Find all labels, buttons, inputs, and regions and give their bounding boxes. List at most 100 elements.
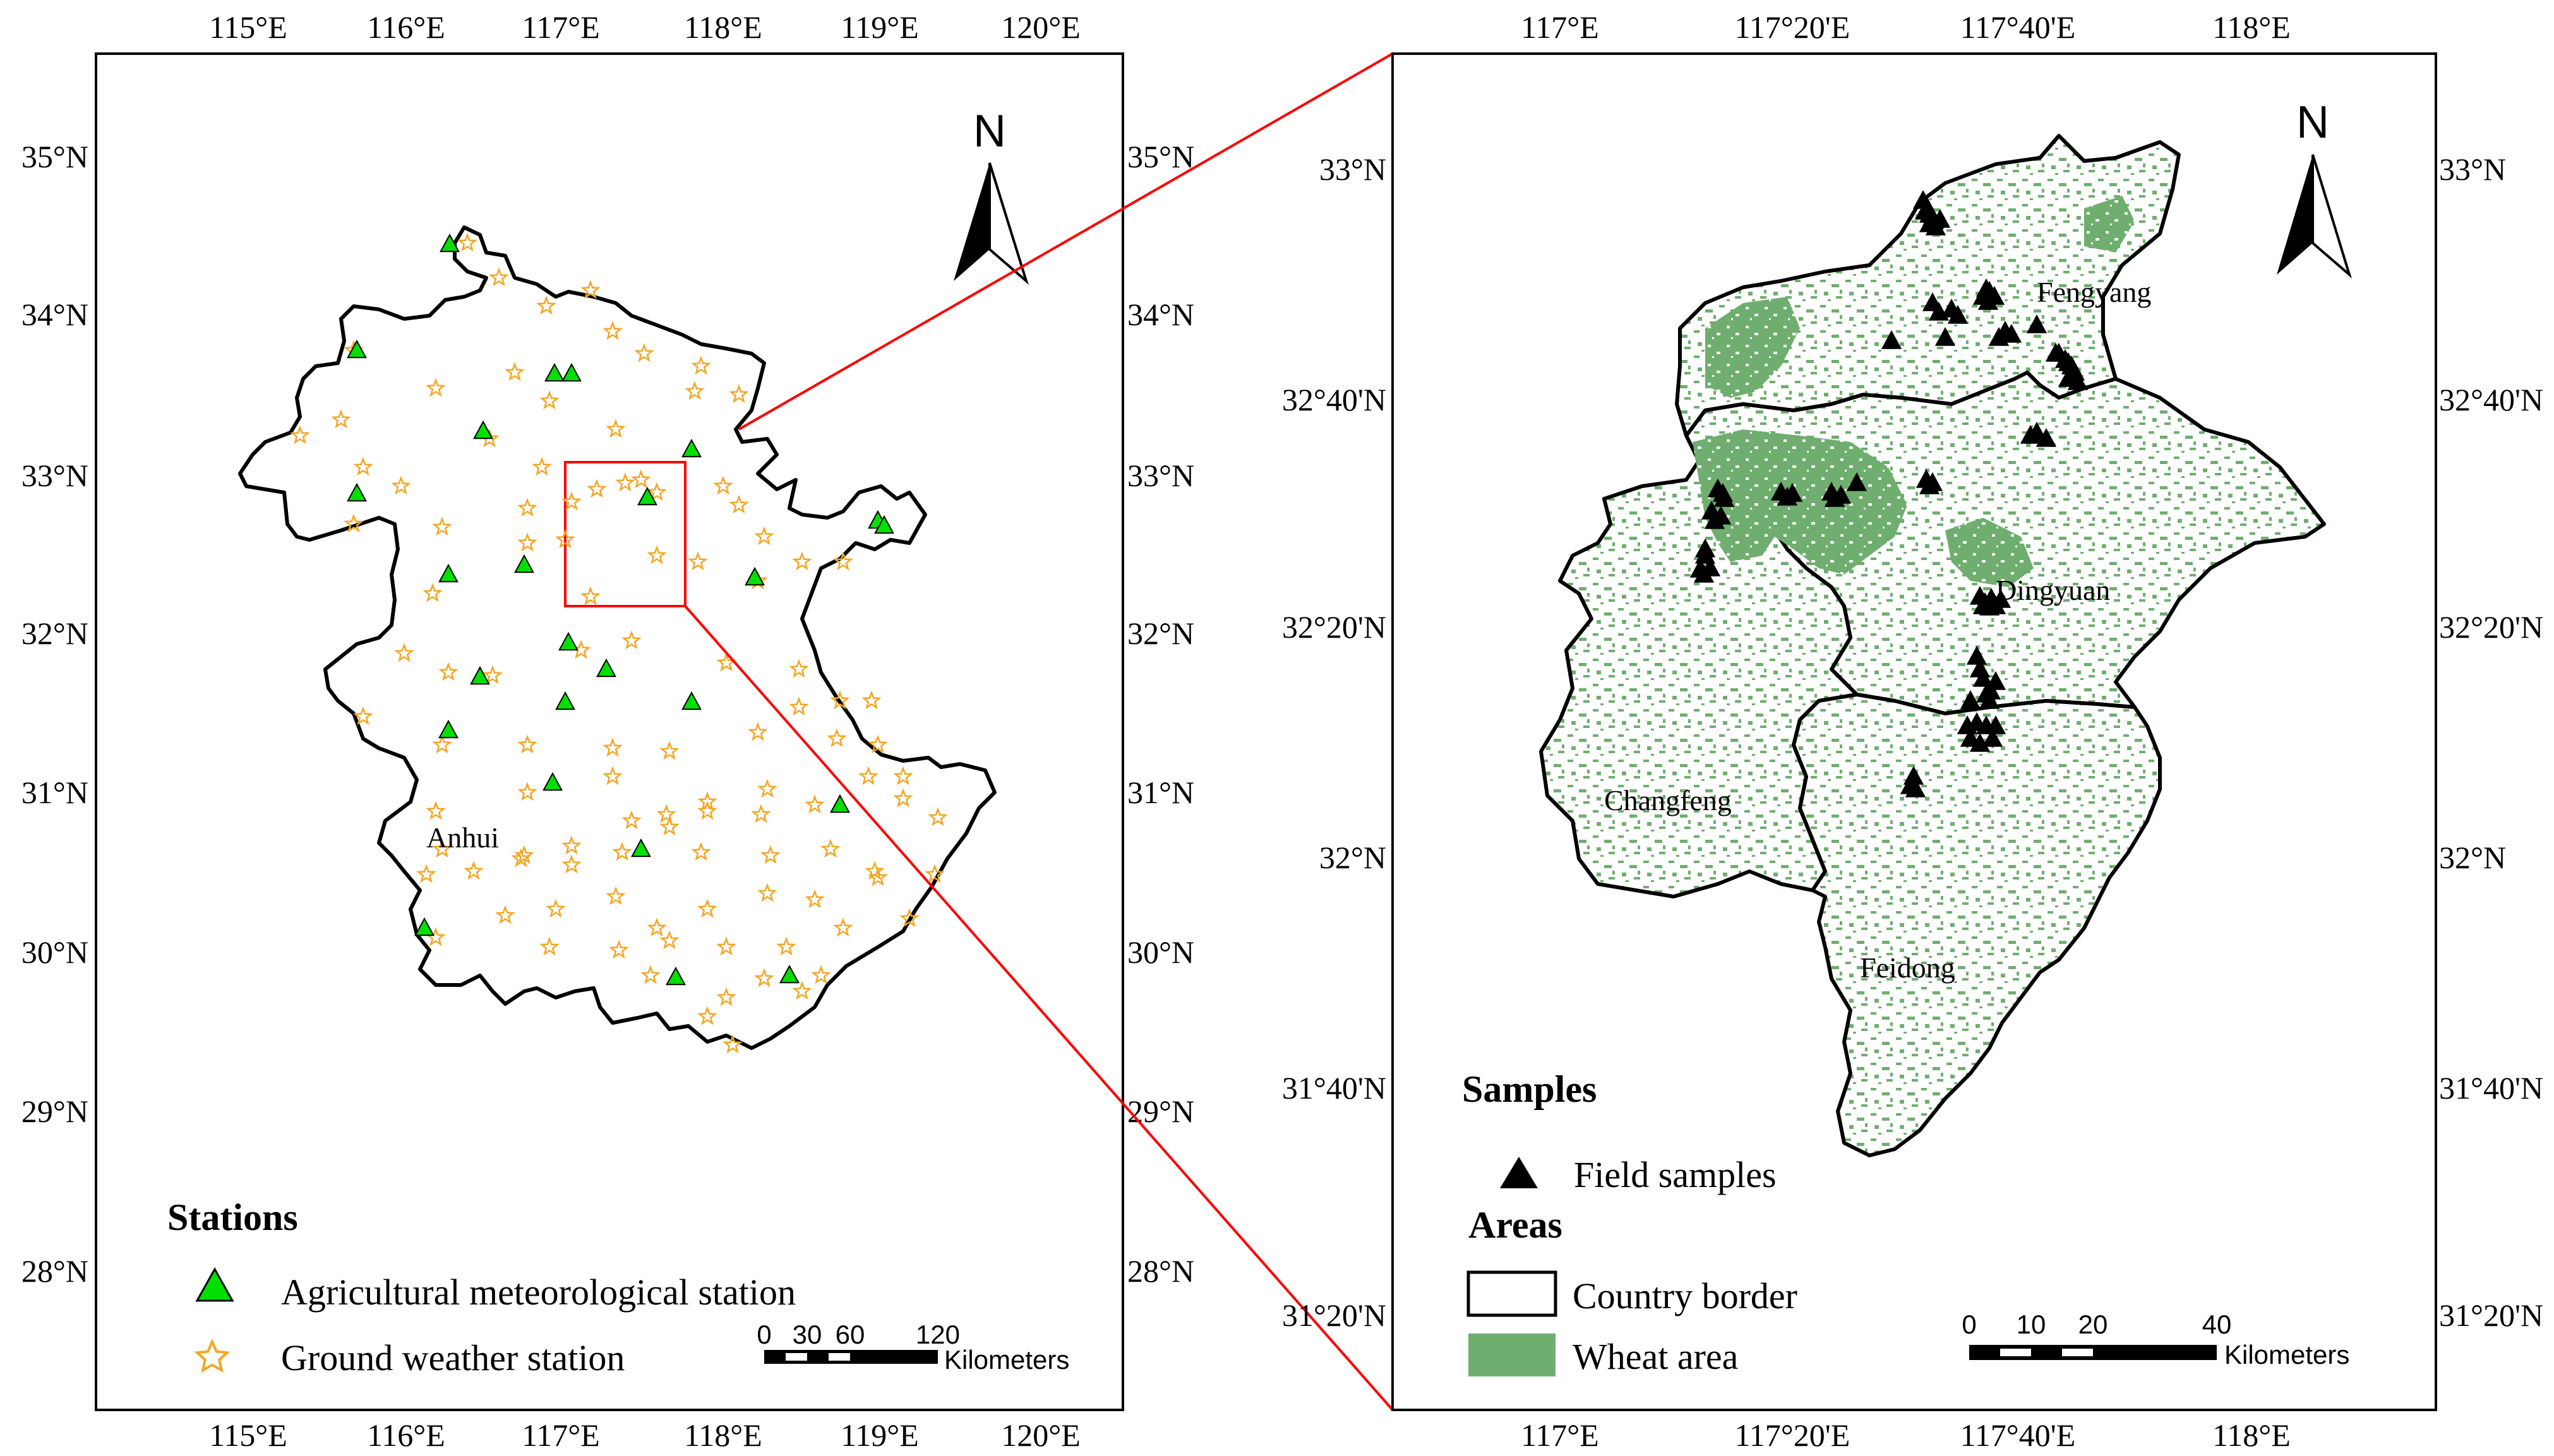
field-sample-marker (1957, 715, 1978, 734)
field-sample-marker (1947, 305, 1969, 324)
ground-weather-station-marker (691, 842, 711, 861)
agricultural-station-marker (438, 563, 459, 583)
agricultural-station-marker (473, 420, 493, 439)
field-sample-marker (1704, 510, 1725, 529)
legend-title-areas: Areas (1468, 1204, 1562, 1246)
ground-weather-station-marker (811, 965, 831, 984)
ground-weather-station-marker (688, 551, 708, 571)
field-sample-marker (1960, 690, 1981, 709)
tick-label: 117°E (522, 1417, 600, 1453)
study-area-zoom-box (564, 461, 686, 607)
ground-weather-station-marker (457, 232, 477, 252)
ground-weather-station-marker (432, 838, 452, 858)
tick-label: 31°40'N (1282, 1070, 1386, 1106)
ground-weather-station-marker (606, 419, 626, 438)
scale-tick-10: 10 (2017, 1310, 2046, 1339)
ground-weather-station-marker (561, 491, 582, 511)
legend-field-sample-label: Field samples (1574, 1154, 1777, 1195)
ground-weather-station-marker (925, 864, 945, 883)
ground-weather-station-marker (621, 630, 642, 650)
zoom-connector-top (738, 52, 1393, 431)
agricultural-station-marker (637, 486, 657, 506)
tick-label: 30°N (1127, 934, 1194, 970)
ground-weather-station-marker (423, 583, 443, 602)
scale-tick-40: 40 (2202, 1310, 2232, 1339)
ground-weather-station-marker (868, 734, 888, 754)
tick-label: 32°40'N (2439, 382, 2543, 417)
agricultural-station-marker (544, 362, 565, 382)
tick-label: 29°N (1127, 1094, 1194, 1129)
legend-title-samples: Samples (1462, 1068, 1597, 1110)
county-label-feidong: Feidong (1860, 952, 1955, 984)
field-sample-marker (2058, 352, 2079, 371)
scale-tick-120: 120 (916, 1320, 960, 1349)
field-sample-marker (1830, 485, 1852, 504)
agricultural-station-marker (438, 719, 459, 739)
ground-weather-station-marker (464, 861, 484, 880)
field-sample-marker (2026, 422, 2047, 441)
right-map-left-axis: 33°N 32°40'N 32°20'N 32°N 31°40'N 31°20'… (1282, 152, 1386, 1333)
scale-tick-60: 60 (836, 1320, 865, 1349)
tick-label: 116°E (367, 9, 445, 45)
ground-weather-station-marker (820, 838, 841, 858)
tick-label: 32°20'N (1282, 609, 1386, 645)
tick-label: 31°40'N (2439, 1070, 2543, 1106)
tick-label: 120°E (1001, 1417, 1081, 1453)
ground-weather-station-marker (587, 479, 607, 498)
agricultural-station-marker (830, 794, 850, 813)
ground-weather-station-marker (426, 378, 446, 397)
ground-weather-station-marker (899, 908, 920, 928)
field-sample-marker (1881, 330, 1902, 349)
tick-label: 117°40'E (1960, 9, 2076, 45)
ground-weather-station-marker (536, 295, 556, 315)
left-map-panel: Anhui N Stations Agricultural meteorolog… (21, 9, 1194, 1453)
wheat-dense-zone (2084, 196, 2135, 253)
north-arrow-light-half (2311, 154, 2352, 279)
ground-weather-station-marker (805, 889, 825, 909)
tick-label: 117°40'E (1960, 1417, 2076, 1453)
field-sample-marker (1928, 302, 1950, 321)
legend-agro-station-symbol (195, 1267, 234, 1302)
right-map-panel: Fengyang Dingyuan Changfeng Feidong N Sa… (1282, 9, 2543, 1453)
ground-weather-station-marker (603, 766, 623, 785)
agricultural-station-marker (440, 233, 460, 253)
tick-label: 119°E (841, 9, 919, 45)
ground-weather-station-marker (805, 794, 825, 814)
tick-label: 32°40'N (1282, 382, 1386, 417)
ground-weather-station-marker (555, 529, 575, 549)
ground-weather-station-marker (539, 936, 560, 956)
samples-areas-legend: Samples Field samples Areas Country bord… (1462, 1068, 1797, 1377)
ground-weather-station-marker (580, 280, 601, 299)
scale-tick-0: 0 (1962, 1310, 1976, 1339)
ground-weather-station-marker (713, 475, 733, 495)
stations-legend: Stations Agricultural meteorological sta… (167, 1196, 796, 1378)
ground-weather-station-marker (606, 886, 626, 905)
north-label: N (2296, 97, 2329, 148)
ground-weather-station-marker (391, 475, 411, 495)
tick-label: 31°20'N (1282, 1298, 1386, 1333)
scale-bar-segment-light (829, 1353, 850, 1361)
ground-weather-station-marker (691, 355, 711, 375)
ground-weather-station-marker (517, 734, 537, 754)
ground-weather-station-marker (331, 409, 351, 429)
ground-weather-station-marker (656, 804, 676, 823)
left-map-frame (95, 52, 1124, 1411)
ground-weather-station-marker (634, 343, 654, 362)
tick-label: 28°N (1127, 1253, 1194, 1289)
wheat-dense-zone (1705, 297, 1800, 398)
tick-label: 118°E (2212, 1417, 2291, 1453)
agricultural-station-marker (596, 658, 616, 677)
tick-label: 32°20'N (2439, 609, 2543, 645)
ground-weather-station-marker (722, 1034, 743, 1054)
ground-weather-station-marker (517, 782, 537, 801)
scale-bar-segment-light (2062, 1349, 2093, 1356)
ground-weather-station-marker (511, 848, 531, 868)
agricultural-station-marker (347, 482, 367, 502)
county-label-changfeng: Changfeng (1604, 784, 1732, 816)
agricultural-station-marker (514, 554, 534, 573)
ground-weather-station-marker (754, 526, 774, 546)
ground-weather-station-marker (621, 810, 642, 830)
ground-weather-station-marker (495, 905, 515, 924)
ground-weather-station-marker (647, 917, 667, 937)
